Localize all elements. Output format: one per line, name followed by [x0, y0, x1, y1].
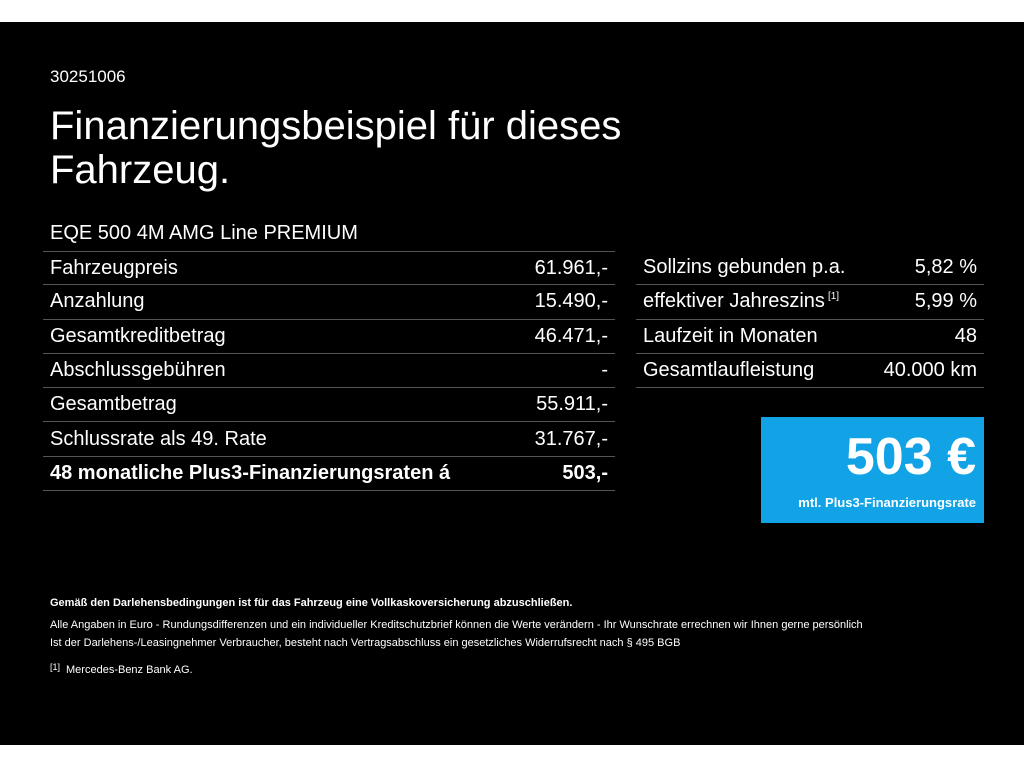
- row-value: 55.911,-: [536, 393, 608, 416]
- row-label: effektiver Jahreszins: [643, 290, 825, 313]
- interest-table: Sollzins gebunden p.a. 5,82 % effektiver …: [636, 251, 984, 389]
- finance-panel: [0, 22, 1024, 745]
- legal-notes: Gemäß den Darlehensbedingungen ist für d…: [50, 594, 990, 679]
- footnote-mark: [1]: [50, 662, 61, 672]
- footnote-text: Mercedes-Benz Bank AG.: [66, 664, 193, 676]
- row-label: Sollzins gebunden p.a.: [643, 256, 846, 279]
- row-value: 15.490,-: [534, 290, 608, 313]
- row-label: 48 monatliche Plus3-Finanzierungsraten á: [50, 461, 451, 484]
- table-row: Laufzeit in Monaten 48: [636, 320, 984, 354]
- disclaimer-line: Ist der Darlehens-/Leasingnehmer Verbrau…: [50, 637, 681, 649]
- table-row: 48 monatliche Plus3-Finanzierungsraten á…: [43, 457, 615, 492]
- row-label: Anzahlung: [50, 290, 145, 313]
- table-row: Sollzins gebunden p.a. 5,82 %: [636, 251, 984, 286]
- table-row: Abschlussgebühren -: [43, 354, 615, 389]
- footnote: [1] Mercedes-Benz Bank AG.: [50, 658, 990, 679]
- insurance-note: Gemäß den Darlehensbedingungen ist für d…: [50, 597, 573, 609]
- row-value: 48: [954, 324, 977, 347]
- model-name: EQE 500 4M AMG Line PREMIUM: [50, 222, 358, 244]
- row-value: 5,82 %: [914, 256, 977, 279]
- disclaimer-line: Alle Angaben in Euro - Rundungsdifferenz…: [50, 619, 863, 631]
- row-value: 5,99 %: [914, 290, 977, 313]
- financing-table: Fahrzeugpreis 61.961,- Anzahlung 15.490,- …: [43, 251, 615, 492]
- vehicle-code: 30251006: [50, 67, 126, 86]
- row-label: Fahrzeugpreis: [50, 256, 178, 279]
- table-row: effektiver Jahreszins [1] 5,99 %: [636, 285, 984, 320]
- table-row: Schlussrate als 49. Rate 31.767,-: [43, 422, 615, 457]
- row-value: 46.471,-: [534, 324, 608, 347]
- row-value: 40.000 km: [883, 359, 977, 382]
- row-label: Gesamtlaufleistung: [643, 359, 815, 382]
- row-value: 503,-: [562, 461, 608, 484]
- table-row: Anzahlung 15.490,-: [43, 285, 615, 320]
- row-label: Schlussrate als 49. Rate: [50, 427, 267, 450]
- row-value: -: [601, 359, 608, 382]
- page-title: Finanzierungsbeispiel für dieses Fahrzeu…: [50, 104, 622, 192]
- footnote-ref: [1]: [827, 291, 840, 303]
- table-row: Fahrzeugpreis 61.961,-: [43, 251, 615, 286]
- table-row: Gesamtkreditbetrag 46.471,-: [43, 320, 615, 354]
- row-label: Gesamtbetrag: [50, 393, 177, 416]
- row-label: Laufzeit in Monaten: [643, 324, 818, 347]
- monthly-rate-amount: 503 €: [845, 428, 976, 486]
- monthly-rate-box: 503 € mtl. Plus3-Finanzierungsrate: [761, 417, 984, 523]
- monthly-rate-caption: mtl. Plus3-Finanzierungsrate: [798, 495, 976, 510]
- row-label: Abschlussgebühren: [50, 359, 226, 382]
- table-row: Gesamtlaufleistung 40.000 km: [636, 354, 984, 389]
- table-row: Gesamtbetrag 55.911,-: [43, 388, 615, 423]
- row-label: Gesamtkreditbetrag: [50, 324, 226, 347]
- row-value: 61.961,-: [534, 256, 608, 279]
- row-value: 31.767,-: [534, 427, 608, 450]
